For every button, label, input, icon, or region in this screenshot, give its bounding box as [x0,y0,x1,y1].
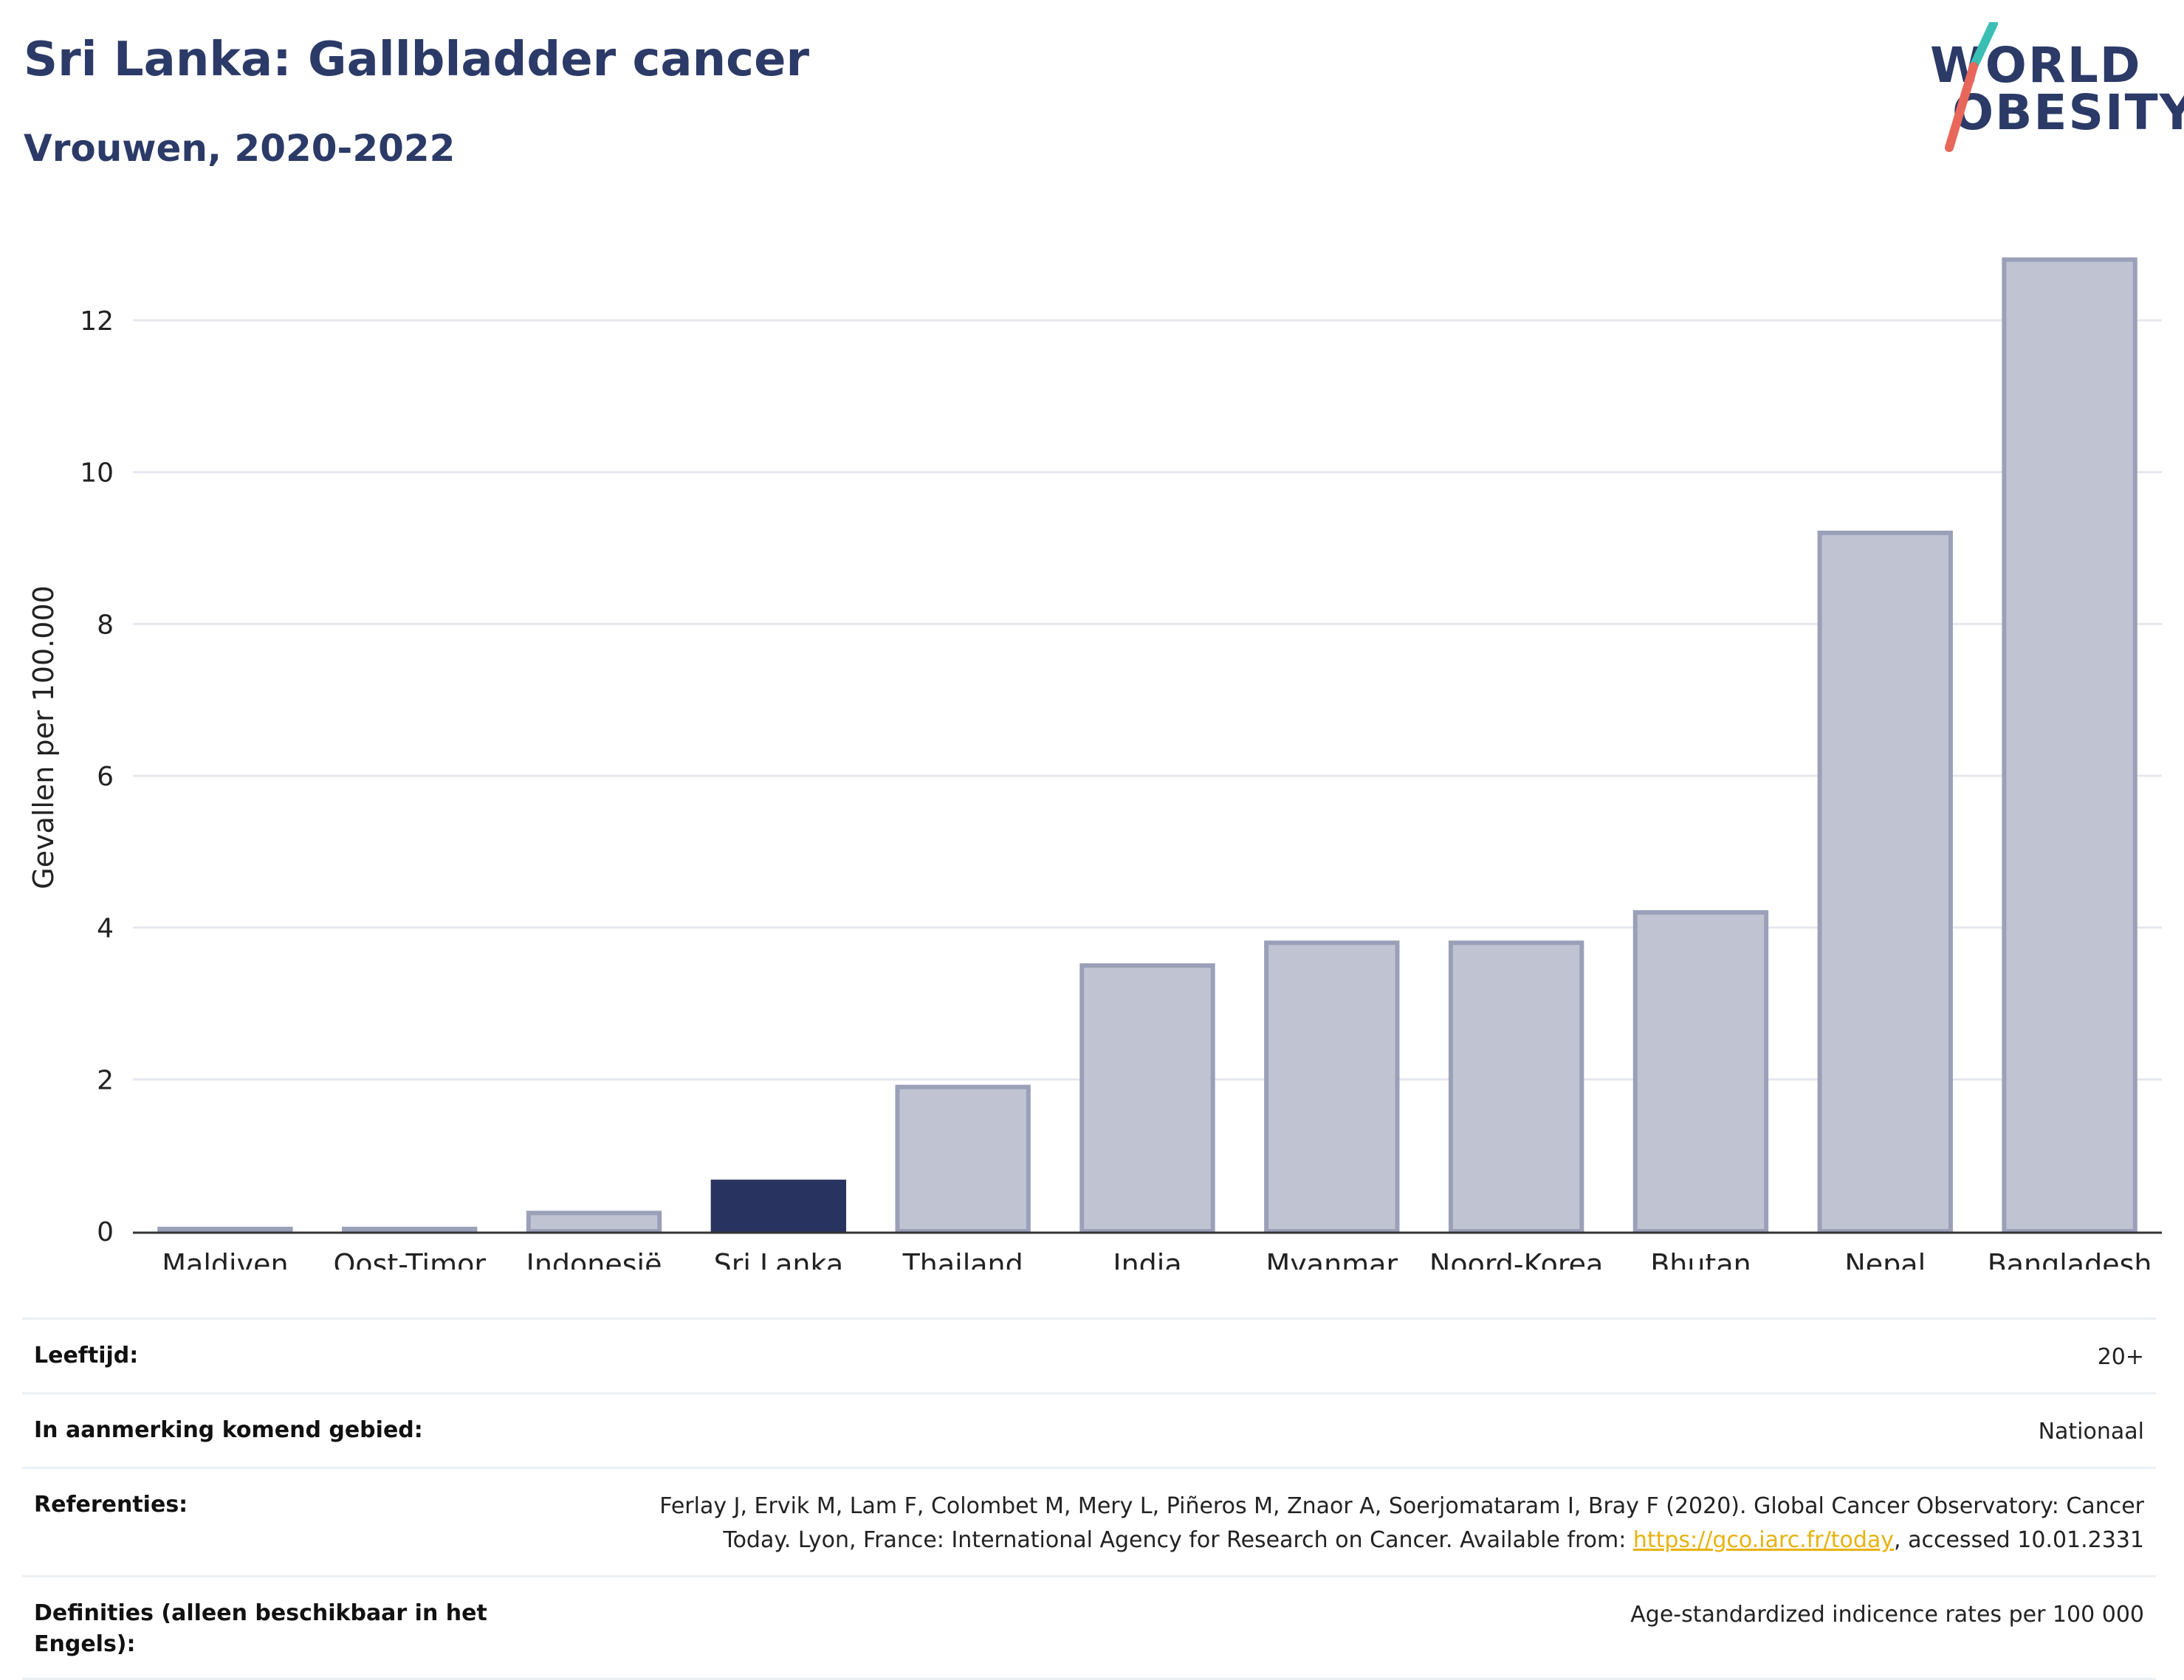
y-tick-label: 8 [97,610,114,640]
bar-maldiven [157,1226,293,1233]
age-label: Leeftijd: [34,1343,139,1369]
y-tick-label: 0 [97,1217,114,1247]
metadata-table: Leeftijd: 20+ In aanmerking komend gebie… [22,1318,2156,1680]
meta-row-age: Leeftijd: 20+ [22,1318,2156,1392]
y-tick-label: 10 [80,458,114,489]
reference-text-line3: , accessed 10.01.2331 [1894,1527,2144,1553]
bar-nepal [1817,530,1953,1233]
x-tick-label: Sri Lanka [714,1248,844,1270]
bars [157,257,2137,1234]
bar-oost-timor [342,1226,478,1233]
x-tick-label: Nepal [1844,1248,1926,1270]
x-tick-label: Indonesië [526,1248,662,1270]
meta-row-references: Referenties: Ferlay J, Ervik M, Lam F, C… [22,1467,2156,1575]
world-obesity-logo: WORLD OBESITY [1920,22,2184,155]
bar-sri-lanka [710,1180,847,1234]
x-tick-label: India [1113,1248,1181,1270]
bar-thailand [895,1084,1031,1233]
meta-row-area: In aanmerking komend gebied: Nationaal [22,1392,2156,1467]
age-value: 20+ [2097,1344,2144,1370]
definitions-value: Age-standardized indicence rates per 100… [1630,1602,2144,1628]
bar-noord-korea [1448,940,1584,1233]
reference-text-line2: Today. Lyon, France: International Agenc… [723,1527,1633,1553]
definitions-label: Definities (alleen beschikbaar in het En… [34,1600,487,1657]
chart-title: Sri Lanka: Gallbladder cancer [24,32,810,87]
area-value: Nationaal [2038,1419,2144,1445]
bar-indonesi- [526,1211,662,1234]
reference-text-line1: Ferlay J, Ervik M, Lam F, Colombet M, Me… [659,1493,2144,1519]
bar-bhutan [1632,910,1769,1233]
x-tick-label: Bhutan [1650,1248,1751,1270]
bar-chart: 0 2 4 6 8 10 12 Maldiven Oost-Timor Indonesië Sri… [27,257,2162,1270]
x-tick-label: Myanmar [1266,1248,1398,1270]
logo-text-obesity: OBESITY [1952,84,2184,141]
y-axis-label: Gevallen per 100.000 [27,585,60,889]
x-tick-label: Oost-Timor [333,1248,486,1270]
bar-myanmar [1264,940,1400,1233]
area-label: In aanmerking komend gebied: [34,1417,423,1443]
y-tick-label: 4 [97,914,114,944]
logo-slash-icon [1945,22,1998,152]
y-tick-label: 2 [97,1065,114,1095]
references-label: Referenties: [34,1492,188,1518]
x-tick-labels: Maldiven Oost-Timor Indonesië Sri Lanka Thai… [162,1248,2152,1270]
y-tick-label: 12 [80,306,114,337]
x-tick-label: Noord-Korea [1429,1248,1603,1270]
bar-bangladesh [2002,257,2137,1233]
y-tick-label: 6 [97,762,114,792]
x-tick-label: Bangladesh [1988,1248,2152,1270]
x-tick-label: Thailand [902,1248,1023,1270]
x-tick-label: Maldiven [162,1248,288,1270]
reference-link[interactable]: https://gco.iarc.fr/today [1632,1527,1895,1553]
bar-india [1079,963,1215,1233]
chart-subtitle: Vrouwen, 2020-2022 [24,127,456,170]
references-value: Ferlay J, Ervik M, Lam F, Colombet M, Me… [659,1490,2144,1557]
y-tick-labels: 0 2 4 6 8 10 12 [80,306,114,1247]
